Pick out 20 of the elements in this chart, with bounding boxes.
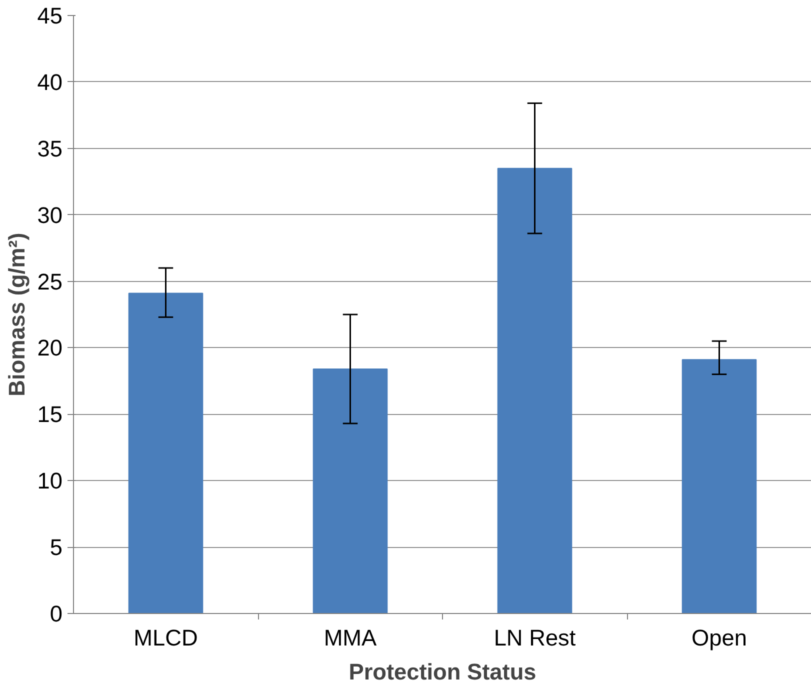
y-tick-label: 20 (37, 334, 62, 361)
x-tick-label: Open (692, 624, 747, 650)
y-tick-label: 0 (50, 600, 63, 626)
y-tick-label: 45 (37, 2, 62, 28)
y-tick-label: 15 (37, 401, 62, 428)
y-tick-label: 10 (37, 468, 62, 494)
y-tick-label: 40 (37, 68, 62, 95)
x-tick-label: MLCD (134, 624, 198, 650)
y-tick-label: 30 (37, 202, 62, 228)
y-tick-label: 35 (37, 135, 62, 162)
bar (682, 359, 757, 614)
bar (497, 168, 572, 614)
y-axis-title: Biomass (g/m²) (3, 232, 30, 396)
y-tick-label: 5 (50, 534, 63, 560)
x-tick-label: MMA (324, 624, 378, 650)
x-axis-title: Protection Status (348, 658, 536, 684)
x-tick-label: LN Rest (494, 624, 576, 650)
bar (312, 368, 388, 614)
y-tick-label: 25 (37, 268, 62, 294)
bar (128, 292, 204, 614)
